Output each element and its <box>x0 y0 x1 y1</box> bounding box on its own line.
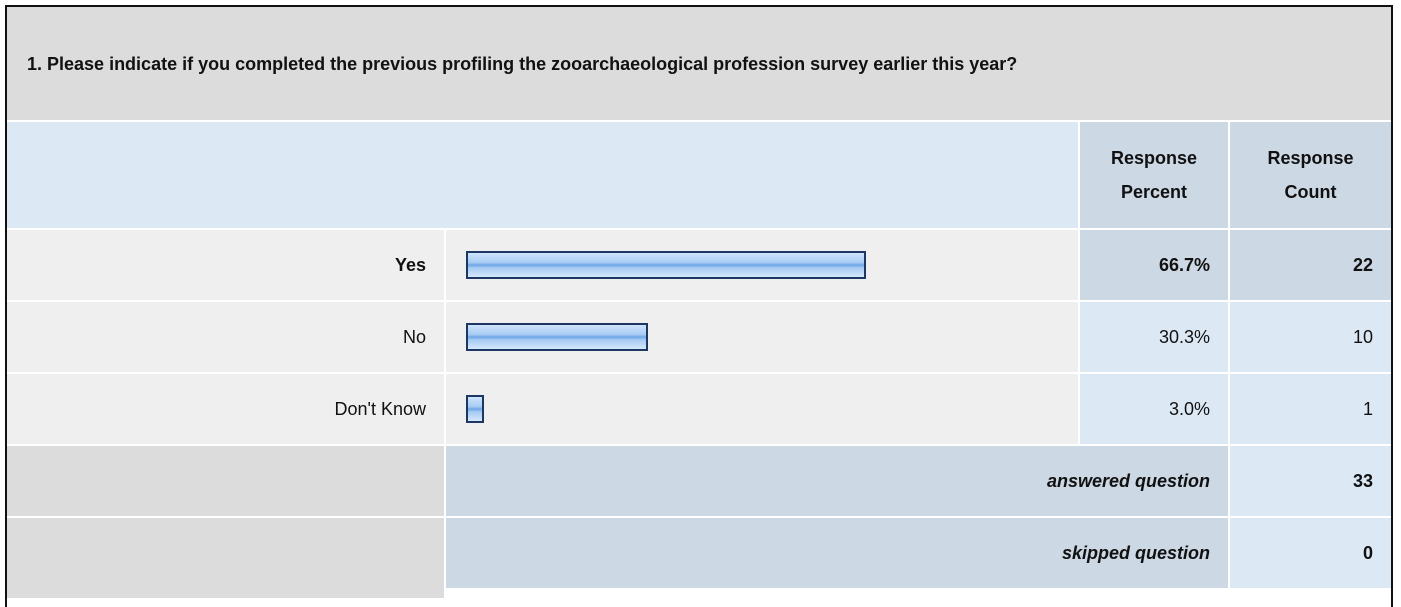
results-table: 1. Please indicate if you completed the … <box>5 5 1393 607</box>
row-label: No <box>7 302 444 372</box>
header-blank <box>7 122 1078 228</box>
skipped-label: skipped question <box>446 518 1228 588</box>
row-label: Yes <box>7 230 444 300</box>
answered-count: 33 <box>1230 446 1391 516</box>
answered-label: answered question <box>446 446 1228 516</box>
question-title: 1. Please indicate if you completed the … <box>7 7 1391 120</box>
header-percent: Response Percent <box>1080 122 1228 228</box>
row-label: Don't Know <box>7 374 444 444</box>
bar-cell <box>446 230 1078 300</box>
bar-cell <box>446 374 1078 444</box>
footer-blank <box>7 518 444 598</box>
response-count: 10 <box>1230 302 1391 372</box>
skipped-count: 0 <box>1230 518 1391 588</box>
response-count: 22 <box>1230 230 1391 300</box>
bar-cell <box>446 302 1078 372</box>
header-count: Response Count <box>1230 122 1391 228</box>
response-count: 1 <box>1230 374 1391 444</box>
response-percent: 3.0% <box>1080 374 1228 444</box>
footer-blank <box>7 446 444 516</box>
bar <box>466 251 867 279</box>
bar <box>466 395 484 423</box>
response-percent: 30.3% <box>1080 302 1228 372</box>
response-percent: 66.7% <box>1080 230 1228 300</box>
bar <box>466 323 648 351</box>
